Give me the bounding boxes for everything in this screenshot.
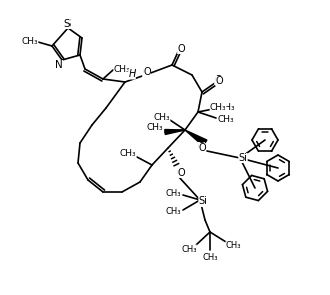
- Text: O: O: [197, 142, 205, 152]
- Text: O: O: [198, 143, 206, 153]
- Text: CH₃: CH₃: [218, 114, 234, 124]
- Text: CH₃: CH₃: [165, 207, 181, 217]
- Text: N: N: [55, 60, 63, 70]
- Polygon shape: [165, 130, 185, 135]
- Polygon shape: [185, 130, 207, 146]
- Text: O: O: [142, 67, 150, 77]
- Text: O: O: [214, 75, 222, 85]
- Text: S: S: [65, 19, 71, 29]
- Text: H: H: [129, 71, 135, 79]
- Text: O: O: [177, 44, 185, 54]
- Text: N: N: [55, 60, 63, 70]
- Text: Si: Si: [199, 196, 208, 206]
- Text: CH₃: CH₃: [181, 245, 197, 253]
- Text: Si: Si: [239, 153, 248, 163]
- Text: CH₃: CH₃: [114, 65, 130, 73]
- Text: O: O: [177, 168, 185, 178]
- Text: CH₃: CH₃: [219, 104, 235, 112]
- Text: O: O: [176, 168, 184, 178]
- Text: CH₃: CH₃: [210, 102, 226, 112]
- Text: Si: Si: [199, 197, 208, 207]
- Text: CH₃: CH₃: [147, 124, 163, 132]
- Text: Si: Si: [239, 153, 248, 163]
- Text: CH₃: CH₃: [225, 242, 241, 250]
- Text: CH₃: CH₃: [154, 112, 170, 122]
- Text: O: O: [143, 67, 151, 77]
- Text: CH₃: CH₃: [165, 189, 181, 197]
- Text: CH₃: CH₃: [202, 253, 218, 261]
- Text: CH₃: CH₃: [120, 150, 136, 158]
- Text: O: O: [215, 76, 223, 86]
- Text: H: H: [128, 69, 136, 79]
- Text: S: S: [64, 19, 70, 29]
- Text: CH₃: CH₃: [22, 37, 38, 45]
